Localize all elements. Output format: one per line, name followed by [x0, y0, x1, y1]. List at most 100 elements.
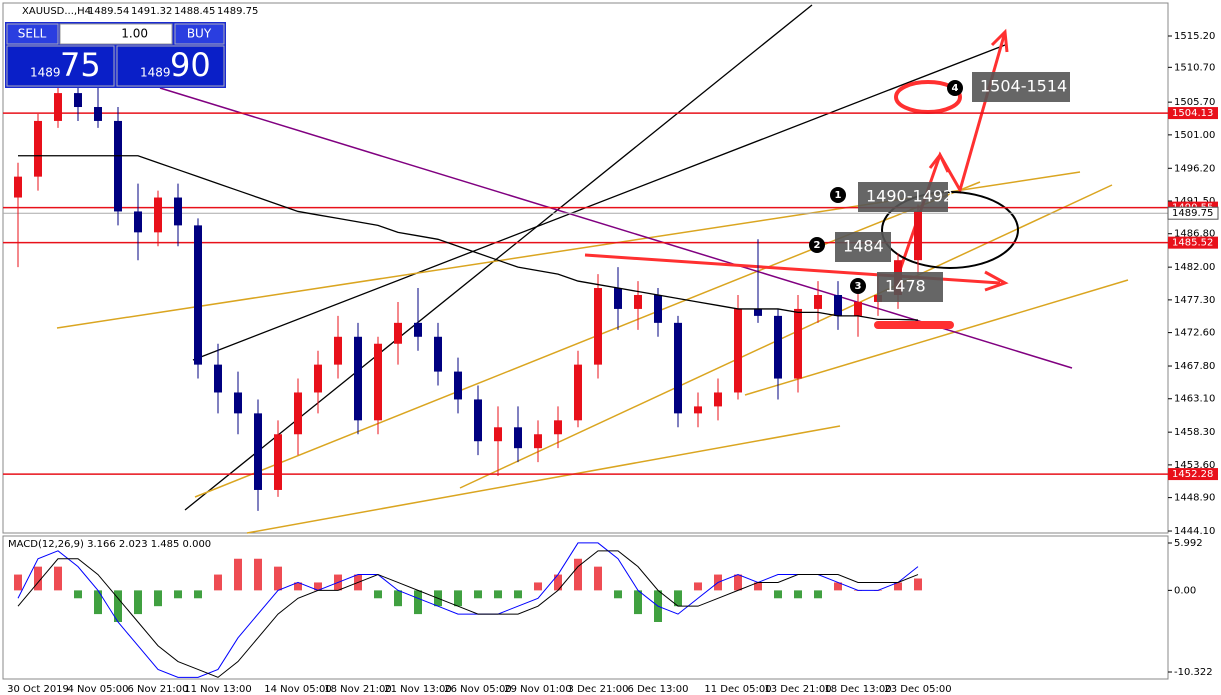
ohlc-close: 1489.75: [217, 6, 258, 17]
x-tick-label: 3 Dec 21:00: [568, 684, 629, 695]
histogram-bar: [74, 590, 82, 599]
candle-body: [794, 308, 802, 379]
bid-small: 75: [60, 46, 101, 84]
candle-body: [334, 336, 342, 365]
histogram-bar: [254, 558, 262, 591]
sell-button[interactable]: [6, 23, 59, 45]
candle-body: [354, 336, 362, 421]
x-tick-label: 11 Dec 05:00: [704, 684, 771, 695]
candle-body: [34, 120, 42, 177]
histogram-bar: [554, 574, 562, 591]
histogram-bar: [274, 566, 282, 591]
macd-line: [17, 542, 919, 678]
macd-line: [17, 550, 919, 678]
candle-body: [274, 434, 282, 490]
histogram-bar: [14, 574, 22, 591]
y-tick-label: 1463.10: [1174, 394, 1215, 405]
trend-line: [744, 279, 1129, 396]
annotation-badge-label: 2: [814, 240, 821, 251]
candle-body: [154, 197, 162, 233]
candle-body: [534, 434, 542, 449]
histogram-bar: [614, 590, 622, 599]
annotation-box: [972, 72, 1070, 102]
y-tick-label: 1477.30: [1174, 295, 1215, 306]
macd-title: MACD(12,26,9) 3.166 2.023 1.485 0.000: [8, 539, 211, 550]
candle-body: [54, 93, 62, 121]
histogram-bar: [134, 590, 142, 615]
y-tick-label: 1458.30: [1174, 427, 1215, 438]
x-tick-label: 21 Nov 13:00: [384, 684, 451, 695]
candle-body: [214, 364, 222, 393]
histogram-bar: [894, 582, 902, 591]
x-tick-label: 26 Nov 05:00: [444, 684, 511, 695]
trade-panel: SELL 1.00 BUY 1489 75 1489 90: [5, 22, 226, 88]
highlight-ellipse: [894, 80, 962, 114]
y-tick-label: 1515.20: [1174, 31, 1215, 42]
candle-body: [614, 288, 622, 309]
y-tick-label: 1501.00: [1174, 130, 1215, 141]
histogram-bar: [794, 590, 802, 599]
moving-average: [18, 155, 919, 321]
y-tick-label: 1510.70: [1174, 62, 1215, 73]
ask-big: 1489: [140, 66, 171, 80]
lot-field[interactable]: [59, 23, 173, 45]
y-tick-label: 1482.00: [1174, 262, 1215, 273]
candle-body: [754, 308, 762, 316]
ask-box[interactable]: [116, 45, 225, 87]
bid-box[interactable]: [6, 45, 115, 87]
y-tick-label: 1444.10: [1174, 526, 1215, 537]
histogram-bar: [814, 590, 822, 599]
ask-small: 90: [170, 46, 211, 84]
candle-body: [554, 420, 562, 435]
x-tick-label: 30 Oct 2019: [7, 684, 69, 695]
histogram-bar: [454, 590, 462, 607]
channel-line: [184, 4, 813, 511]
candle-body: [474, 399, 482, 442]
candle-body: [14, 176, 22, 198]
histogram-bar: [374, 590, 382, 599]
y-tick-label: 1453.60: [1174, 460, 1215, 471]
histogram-bar: [394, 590, 402, 607]
histogram-bar: [54, 566, 62, 591]
candle-body: [294, 392, 302, 435]
histogram-bar: [774, 590, 782, 599]
x-tick-label: 18 Dec 13:00: [824, 684, 891, 695]
annotation-badge-label: 1: [835, 190, 842, 201]
histogram-bar: [594, 566, 602, 591]
annotation-badge-label: 4: [952, 83, 959, 94]
candle-body: [394, 322, 402, 344]
candle-body: [914, 211, 922, 261]
histogram-bar: [414, 590, 422, 615]
candle-body: [814, 295, 822, 309]
main-frame: [2, 2, 1169, 534]
x-tick-label: 6 Dec 13:00: [628, 684, 689, 695]
ohlc-open: 1489.54: [88, 6, 129, 17]
candle-body: [94, 107, 102, 121]
buy-button[interactable]: [174, 23, 225, 45]
x-tick-label: 4 Nov 05:00: [67, 684, 128, 695]
lot-value: 1.00: [121, 27, 148, 41]
candle-body: [514, 427, 522, 449]
trend-line: [246, 425, 841, 534]
symbol: XAUUSD...,H4: [22, 6, 91, 17]
candle-body: [714, 392, 722, 407]
level-tag: [1168, 236, 1218, 249]
candle-body: [314, 364, 322, 393]
candle-body: [834, 295, 842, 316]
candle-body: [114, 120, 122, 212]
ohlc-high: 1491.32: [131, 6, 172, 17]
level-label: 1485.52: [1172, 238, 1213, 249]
y-tick-label: 1496.20: [1174, 163, 1215, 174]
candle-body: [594, 288, 602, 365]
ohlc-low: 1488.45: [174, 6, 215, 17]
bid-big: 1489: [30, 66, 61, 80]
current-tag: [1167, 206, 1219, 220]
arrow-head: [990, 28, 1009, 53]
annotation-badge: [830, 187, 846, 203]
histogram-bar: [314, 582, 322, 591]
histogram-bar: [834, 582, 842, 591]
candle-body: [574, 364, 582, 421]
annotation-badge: [850, 278, 866, 294]
